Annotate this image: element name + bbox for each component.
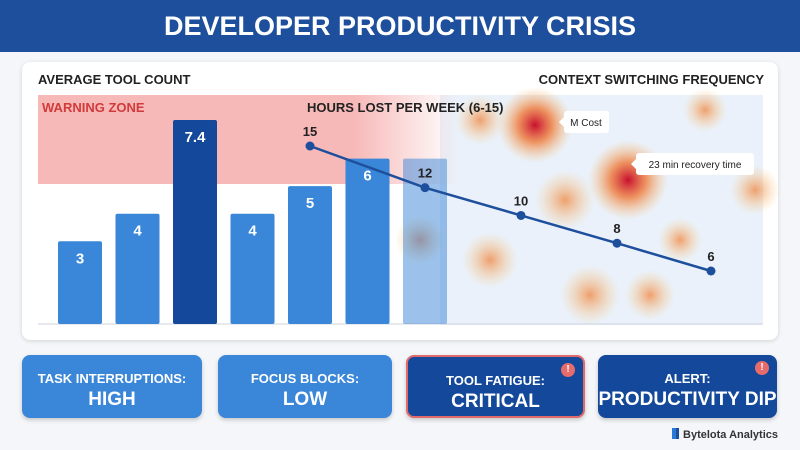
svg-text:M Cost: M Cost	[570, 118, 602, 129]
line-label: 8	[613, 221, 620, 236]
bar	[403, 158, 447, 324]
line-point	[706, 266, 716, 276]
line-label: 12	[418, 166, 432, 181]
heat-spot	[730, 165, 780, 215]
bar	[288, 186, 332, 324]
bar	[230, 213, 275, 324]
bar-label: 6	[363, 168, 371, 185]
card-label: TASK INTERRUPTIONS:	[37, 371, 187, 386]
bar-label: 4	[248, 223, 257, 240]
bar	[345, 158, 390, 324]
card-value: PRODUCTIVITY DIP	[598, 389, 777, 410]
heat-spot	[462, 232, 518, 288]
card-value: CRITICAL	[451, 391, 540, 412]
annotation-recovery-time: 23 min recovery time	[631, 153, 754, 175]
card-alert: ALERT: PRODUCTIVITY DIP !	[598, 355, 777, 418]
line-point	[420, 183, 430, 193]
heatmap-title: CONTEXT SWITCHING FREQUENCY	[538, 72, 764, 87]
svg-text:23 min recovery time: 23 min recovery time	[649, 160, 742, 171]
heat-spot	[535, 170, 595, 230]
card-tool-fatigue: TOOL FATIGUE: CRITICAL !	[406, 355, 585, 418]
bar-label: 3	[76, 250, 84, 267]
alert-icon: !	[561, 363, 575, 377]
bar-label: 4	[133, 223, 142, 240]
card-label: FOCUS BLOCKS:	[250, 371, 360, 386]
alert-icon: !	[755, 361, 769, 375]
card-value: HIGH	[88, 389, 136, 410]
card-label: ALERT:	[664, 371, 711, 386]
heat-spot	[683, 88, 727, 132]
page-title: DEVELOPER PRODUCTIVITY CRISIS	[0, 0, 800, 52]
heat-spot	[625, 270, 675, 320]
line-point	[305, 141, 315, 151]
line-point	[516, 210, 526, 220]
heat-spot	[455, 95, 505, 145]
brand: Bytelota Analytics	[672, 428, 778, 441]
brand-logo-icon	[672, 428, 680, 439]
bar-chart-title: AVERAGE TOOL COUNT	[38, 72, 191, 87]
annotation-m-cost: M Cost	[559, 111, 609, 133]
line-label: 15	[303, 124, 317, 139]
heat-spot	[560, 265, 620, 325]
line-title: HOURS LOST PER WEEK (6-15)	[307, 100, 503, 115]
bar	[58, 241, 102, 324]
card-value: LOW	[282, 389, 328, 410]
bar-label: 5	[306, 195, 314, 212]
line-label: 6	[707, 249, 714, 264]
line-label: 10	[514, 193, 528, 208]
bar-label: 7.4	[185, 129, 207, 146]
card-focus-blocks: FOCUS BLOCKS: LOW	[218, 355, 392, 418]
heat-spot	[588, 140, 668, 220]
card-label: TOOL FATIGUE:	[446, 373, 545, 388]
warning-zone-label: WARNING ZONE	[42, 100, 145, 115]
bar	[173, 120, 217, 324]
heat-spot	[658, 218, 702, 262]
bar	[115, 213, 160, 324]
brand-name: Bytelota Analytics	[683, 429, 778, 441]
line-point	[612, 238, 622, 248]
heat-spot	[497, 87, 573, 163]
card-task-interruptions: TASK INTERRUPTIONS: HIGH	[22, 355, 202, 418]
